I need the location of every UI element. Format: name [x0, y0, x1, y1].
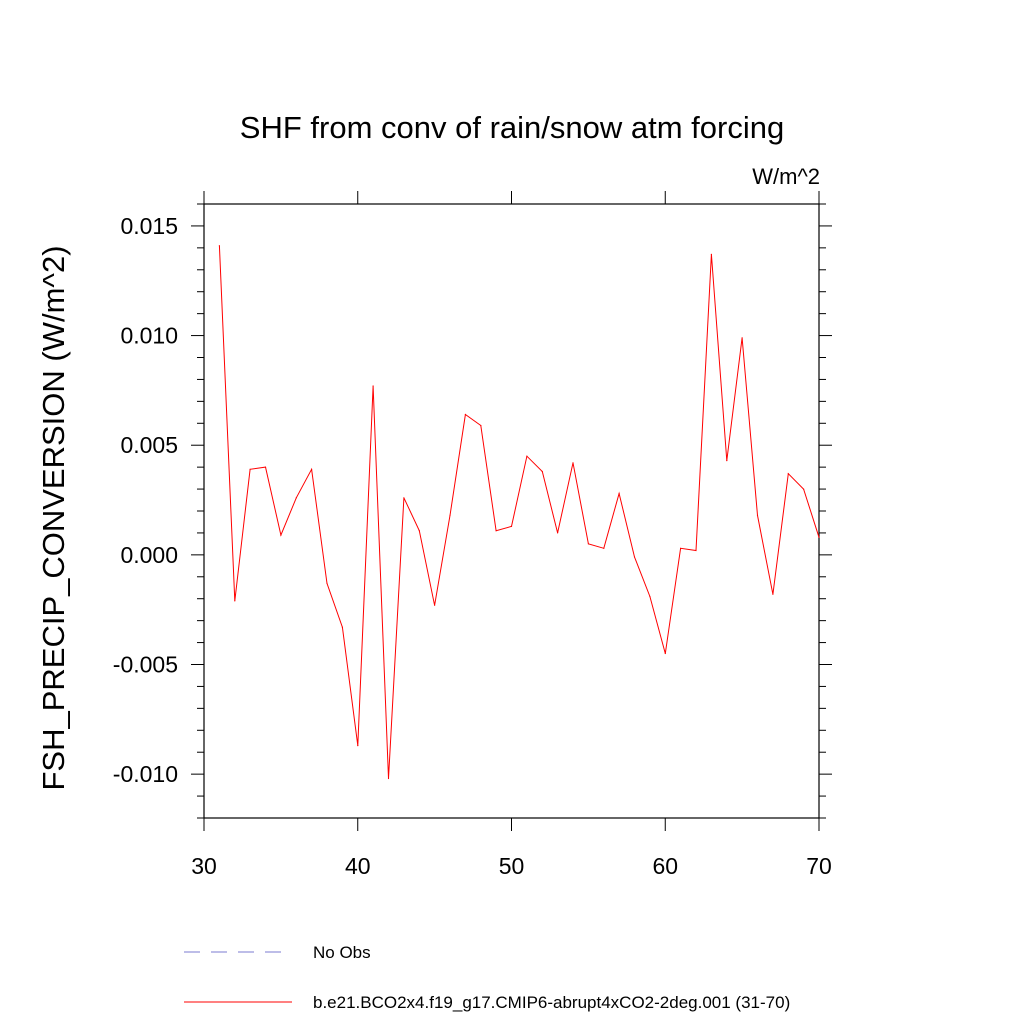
y-tick-labels: 0.015 0.010 0.005 0.000 -0.005 -0.010: [113, 213, 178, 787]
y-tick-label: 0.005: [120, 432, 178, 458]
y-tick-label: -0.005: [113, 652, 178, 678]
legend-label: b.e21.BCO2x4.f19_g17.CMIP6-abrupt4xCO2-2…: [313, 993, 790, 1012]
data-point: [449, 514, 451, 517]
chart-title: SHF from conv of rain/snow atm forcing: [240, 110, 784, 145]
data-point: [680, 547, 682, 549]
data-point: [587, 543, 590, 545]
data-point: [741, 337, 743, 339]
x-tick-label: 70: [806, 853, 832, 879]
data-point: [480, 424, 482, 427]
axis-ticks: [191, 191, 832, 831]
data-point: [495, 530, 497, 532]
data-point: [234, 600, 236, 602]
y-tick-label: 0.010: [120, 323, 178, 349]
data-point: [403, 497, 405, 499]
data-point: [695, 549, 697, 552]
data-point: [280, 534, 282, 536]
plot-frame: [203, 203, 820, 819]
data-point: [787, 473, 789, 475]
data-point: [541, 470, 543, 473]
data-point: [372, 385, 374, 387]
data-point: [818, 536, 820, 538]
data-point: [341, 626, 343, 628]
y-tick-label: 0.000: [120, 542, 178, 568]
data-point: [295, 497, 297, 499]
data-point: [726, 460, 728, 462]
data-point: [572, 462, 574, 464]
data-point: [803, 488, 805, 490]
x-tick-label: 30: [191, 853, 217, 879]
x-tick-label: 40: [345, 853, 371, 879]
data-point: [557, 532, 559, 534]
data-point: [311, 468, 313, 470]
legend: No Obs b.e21.BCO2x4.f19_g17.CMIP6-abrupt4…: [184, 943, 790, 1012]
x-tick-label: 60: [652, 853, 678, 879]
y-tick-label: -0.010: [113, 761, 178, 787]
data-point: [326, 582, 328, 585]
y-axis-label: FSH_PRECIP_CONVERSION (W/m^2): [36, 245, 71, 790]
data-point: [603, 547, 605, 549]
data-point: [249, 468, 251, 470]
data-point: [526, 455, 528, 457]
data-point: [357, 745, 359, 747]
data-point: [772, 593, 774, 595]
x-tick-labels: 30 40 50 60 70: [191, 853, 832, 879]
data-point: [756, 514, 759, 517]
series-line: [218, 245, 820, 779]
data-point: [418, 530, 420, 532]
units-label: W/m^2: [752, 164, 820, 189]
data-point: [510, 525, 513, 528]
data-point: [633, 556, 636, 558]
data-point: [664, 652, 666, 655]
data-point: [218, 245, 220, 247]
data-point: [387, 777, 390, 780]
data-point: [264, 466, 267, 468]
series-group: [218, 245, 820, 780]
data-point: [618, 492, 620, 495]
data-point: [464, 413, 466, 416]
data-point: [649, 595, 651, 598]
data-point: [434, 604, 436, 606]
data-point: [710, 253, 713, 255]
y-tick-label: 0.015: [120, 213, 178, 239]
legend-label: No Obs: [313, 943, 371, 962]
x-tick-label: 50: [499, 853, 525, 879]
